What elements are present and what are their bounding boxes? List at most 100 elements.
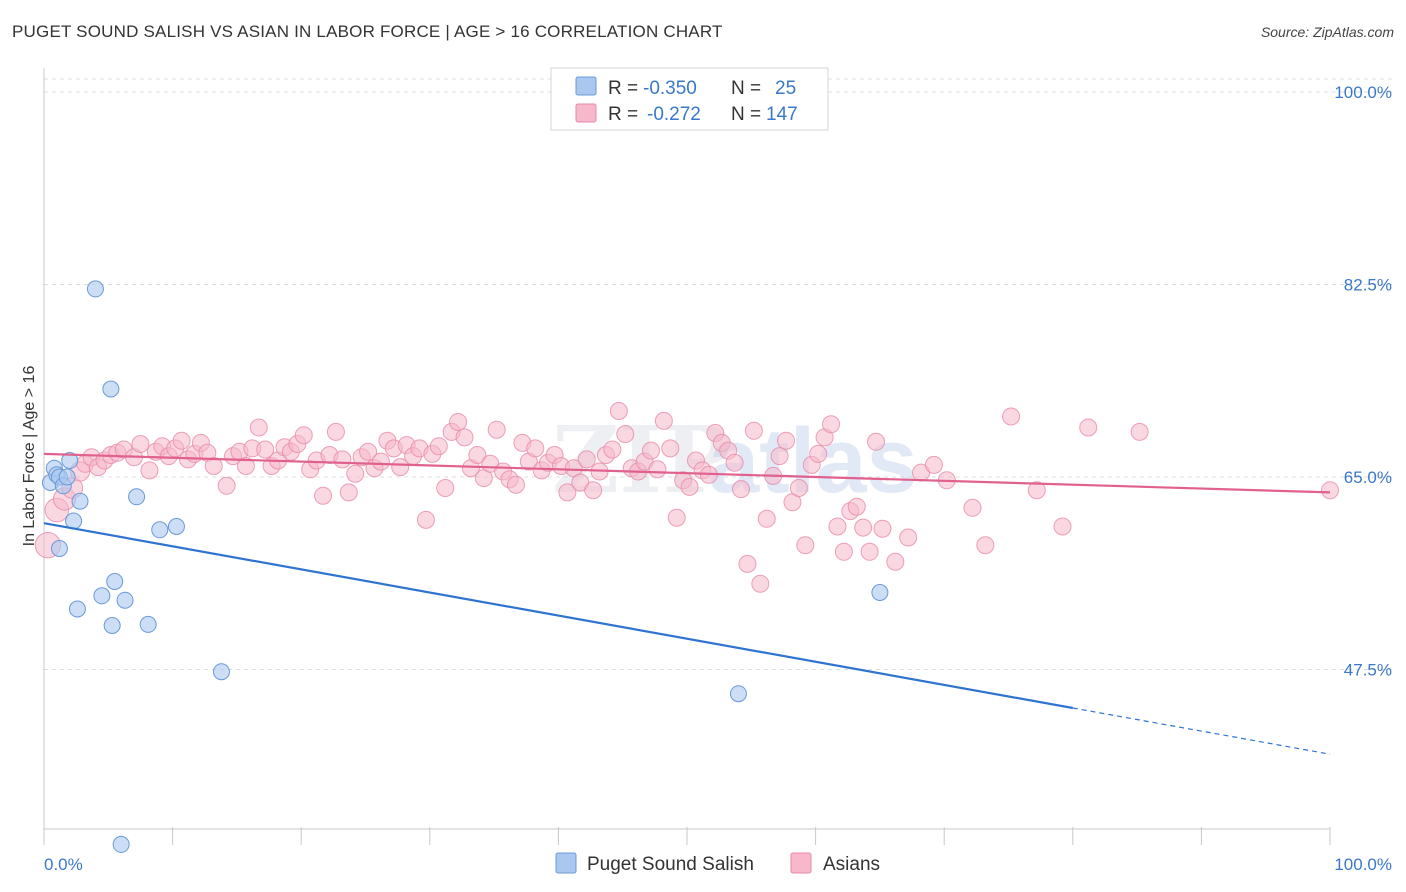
point-asians	[725, 453, 744, 472]
point-asians	[249, 418, 268, 437]
y-tick-labels: 100.0% 82.5% 65.0% 47.5%	[1334, 83, 1392, 680]
point-salish	[106, 573, 124, 590]
point-salish	[871, 584, 889, 601]
bottom-legend: Puget Sound Salish Asians	[555, 852, 880, 875]
legend: R = -0.350 N = 25 R = -0.272 N = 147	[550, 67, 829, 131]
point-salish	[86, 280, 104, 298]
point-asians	[1027, 481, 1046, 500]
point-asians	[732, 480, 751, 499]
point-asians	[314, 486, 333, 505]
point-salish	[729, 685, 747, 703]
point-asians	[391, 458, 410, 477]
y-axis-label: In Labor Force | Age > 16	[21, 366, 38, 547]
legend-n-value-1: 25	[775, 78, 796, 99]
point-salish	[58, 468, 76, 486]
point-asians	[822, 415, 841, 434]
point-asians	[654, 411, 673, 430]
legend-r-value-1: -0.350	[643, 78, 697, 99]
legend-box	[550, 67, 829, 131]
point-salish	[71, 492, 89, 510]
point-asians	[326, 422, 345, 441]
point-salish	[102, 380, 120, 398]
y-tick-label: 82.5%	[1344, 276, 1392, 295]
point-asians	[873, 519, 892, 538]
point-asians	[449, 413, 468, 431]
point-asians	[603, 440, 622, 459]
point-asians	[359, 442, 378, 461]
x-tick-labels: 0.0% 100.0%	[44, 855, 1392, 874]
point-asians	[333, 450, 352, 469]
point-asians	[131, 435, 150, 453]
point-asians	[809, 444, 828, 463]
legend-swatch-asians	[575, 103, 597, 123]
bottom-legend-swatch-asians	[790, 852, 812, 874]
point-asians	[616, 425, 635, 444]
point-asians	[641, 441, 660, 460]
trend-line-asians	[43, 452, 1331, 494]
point-asians	[789, 479, 808, 497]
point-asians	[1079, 418, 1098, 437]
point-asians	[751, 574, 770, 593]
point-asians	[609, 402, 628, 420]
point-asians	[680, 477, 699, 496]
axes	[43, 68, 1331, 845]
point-asians	[172, 431, 191, 450]
point-asians	[468, 446, 487, 464]
point-asians	[757, 509, 776, 528]
point-asians	[1321, 481, 1339, 500]
point-asians	[770, 447, 789, 466]
legend-swatch-salish	[575, 76, 597, 96]
point-asians	[584, 481, 603, 500]
point-asians	[256, 440, 275, 459]
point-salish	[61, 452, 79, 469]
point-salish	[68, 600, 86, 618]
point-asians	[429, 437, 448, 456]
point-asians	[436, 479, 455, 497]
point-asians	[963, 498, 982, 517]
point-asians	[860, 542, 879, 561]
point-asians	[204, 457, 223, 475]
point-salish	[128, 488, 146, 506]
point-asians	[346, 464, 365, 483]
bottom-legend-asians: Asians	[823, 854, 880, 875]
point-asians	[217, 476, 236, 495]
point-asians	[339, 483, 358, 502]
point-asians	[899, 528, 918, 547]
point-asians	[924, 455, 943, 474]
source-label: Source: ZipAtlas.com	[1260, 24, 1394, 40]
point-asians	[416, 510, 435, 529]
chart-title: PUGET SOUND SALISH VS ASIAN IN LABOR FOR…	[12, 22, 723, 41]
point-asians	[1002, 407, 1021, 426]
point-asians	[796, 536, 815, 555]
point-asians	[867, 432, 886, 451]
point-salish	[167, 518, 185, 535]
point-salish	[112, 835, 130, 853]
point-asians	[847, 497, 866, 516]
point-salish	[50, 540, 68, 557]
legend-r-value-2: -0.272	[647, 104, 701, 125]
point-asians	[744, 421, 763, 440]
point-asians	[738, 554, 757, 573]
point-salish	[139, 615, 157, 633]
point-asians	[976, 536, 995, 555]
point-asians	[661, 439, 680, 458]
legend-r-label-1: R =	[608, 78, 638, 99]
legend-r-label-2: R =	[608, 104, 638, 125]
point-salish	[93, 587, 111, 605]
legend-n-value-2: 147	[766, 104, 798, 125]
point-asians	[828, 517, 847, 536]
point-asians	[558, 483, 577, 502]
point-asians	[506, 475, 525, 494]
bottom-legend-salish: Puget Sound Salish	[587, 854, 754, 875]
point-asians	[455, 428, 474, 447]
point-salish	[212, 663, 230, 681]
point-asians	[371, 452, 390, 471]
trend-line-salish	[43, 522, 1073, 710]
point-asians	[1130, 422, 1149, 441]
point-asians	[648, 460, 667, 479]
point-asians	[236, 457, 255, 475]
grid-lines	[44, 78, 1392, 670]
point-asians	[886, 552, 905, 571]
bottom-legend-swatch-salish	[555, 852, 577, 874]
